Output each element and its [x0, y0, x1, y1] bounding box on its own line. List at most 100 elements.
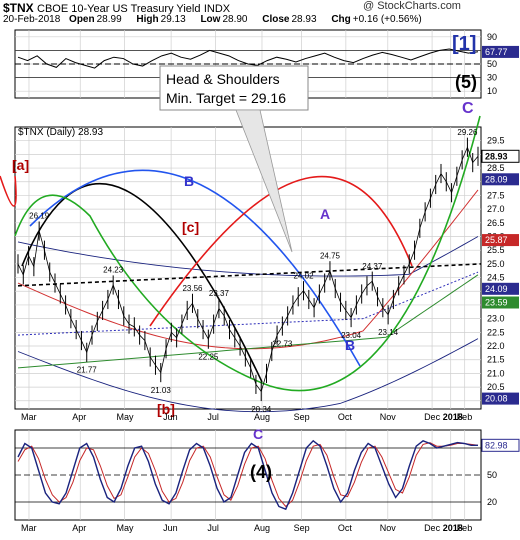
- callout-box: [159, 65, 309, 111]
- change-label: Chg: [331, 14, 351, 25]
- wave-label-4: (4): [250, 462, 272, 482]
- price-label: 22.73: [272, 339, 293, 348]
- axis-value-label: 20.08: [485, 394, 508, 404]
- callout-pointer: [235, 109, 293, 253]
- wave-label-5: (5): [455, 72, 477, 92]
- x-tick-label: Sep: [294, 412, 310, 422]
- callout-text: Min. Target = 29.16: [166, 90, 286, 106]
- price-y-tick: 25.0: [487, 259, 505, 269]
- exchange-code: INDX: [203, 3, 231, 15]
- x-tick-label: Mar: [21, 412, 37, 422]
- chart-date: 20-Feb-2018: [3, 14, 61, 25]
- indicator-value-box: [482, 45, 519, 58]
- head-shoulders-callout: Head & Shoulders Min. Target = 29.16: [159, 65, 309, 253]
- wave-label: C: [253, 426, 263, 442]
- price-y-tick: 26.5: [487, 218, 505, 228]
- x-tick-label: Feb: [457, 523, 473, 533]
- price-label: 26.19: [29, 212, 50, 221]
- axis-value-box: [482, 392, 519, 405]
- instrument-description: CBOE 10-Year US Treasury Yield: [37, 3, 201, 15]
- price-y-tick: 29.5: [487, 136, 505, 146]
- close-label: Close: [262, 14, 290, 25]
- price-y-tick: 21.0: [487, 368, 505, 378]
- indicator-y-tick: 90: [487, 32, 497, 42]
- red-cycle-arc-left: [0, 175, 17, 207]
- ohlc-row: 20-Feb-2018 Open 28.99 High 29.13 Low 28.90…: [3, 14, 434, 25]
- low-value: 28.90: [222, 14, 248, 25]
- oscillator-y-tick: 50: [487, 470, 497, 480]
- axis-value-label: 24.09: [485, 284, 508, 294]
- price-y-tick: 24.5: [487, 273, 505, 283]
- x-tick-label: Apr: [72, 412, 86, 422]
- wave-label: A: [320, 206, 330, 222]
- indicator-last-value: 67.77: [485, 47, 508, 57]
- price-label: 24.23: [103, 266, 124, 275]
- x-tick-label: Dec: [424, 523, 441, 533]
- price-label: 21.77: [77, 366, 98, 375]
- indicator-line: [17, 48, 479, 69]
- price-label: 24.75: [320, 251, 341, 260]
- low-label: Low: [200, 14, 221, 25]
- x-tick-label: May: [117, 412, 135, 422]
- axis-value-label: 25.87: [485, 235, 508, 245]
- x-tick-label: Feb: [457, 412, 473, 422]
- axis-value-box: [481, 149, 520, 163]
- lower-band-line: [17, 338, 479, 413]
- x-tick-label: Dec: [424, 412, 441, 422]
- price-series-label: $TNX (Daily) 28.93: [18, 127, 103, 138]
- x-tick-label: Apr: [72, 523, 86, 533]
- oscillator-y-tick: 20: [487, 497, 497, 507]
- price-y-tick: 27.0: [487, 204, 505, 214]
- x-tick-label: Jul: [207, 523, 219, 533]
- high-label: High: [136, 14, 159, 25]
- price-label: 22.25: [198, 353, 219, 362]
- green-cycle-arc: [14, 115, 481, 392]
- price-label: 24.02: [294, 271, 315, 280]
- x-tick-label: Sep: [294, 523, 310, 533]
- open-value: 28.99: [96, 14, 122, 25]
- watermark: @ StockCharts.com: [363, 0, 461, 12]
- wave-label: B: [345, 337, 355, 353]
- x-tick-label: Jun: [163, 412, 178, 422]
- axis-value-box: [482, 234, 519, 247]
- wave-label-1: [1]: [452, 33, 476, 55]
- price-label: 21.03: [151, 386, 172, 395]
- change-value: +0.16 (+0.56%): [352, 14, 422, 25]
- price-y-tick: 25.5: [487, 245, 505, 255]
- x-tick-label: Aug: [254, 412, 270, 422]
- oscillator-d-line: [17, 442, 479, 508]
- price-label: 20.34: [251, 405, 272, 414]
- price-line: [17, 146, 479, 393]
- axis-value-label: 28.93: [485, 151, 508, 161]
- price-label: 24.37: [362, 262, 383, 271]
- x-tick-label: Nov: [380, 523, 397, 533]
- chart-header: $TNX CBOE 10-Year US Treasury Yield INDX…: [0, 0, 520, 26]
- chart-title: $TNX CBOE 10-Year US Treasury Yield INDX…: [3, 0, 461, 15]
- price-label: 23.14: [378, 328, 399, 337]
- price-label: 23.56: [182, 284, 203, 293]
- price-label: 29.26: [457, 128, 478, 137]
- x-tick-label: 2018: [443, 412, 463, 422]
- indicator-y-tick: 10: [487, 86, 497, 96]
- price-label: 23.04: [341, 331, 362, 340]
- x-tick-label: Aug: [254, 523, 270, 533]
- open-label: Open: [69, 14, 95, 25]
- axis-value-label: 28.09: [485, 174, 508, 184]
- price-y-tick: 23.0: [487, 314, 505, 324]
- black-cycle-arc: [21, 183, 263, 383]
- x-tick-label: Oct: [338, 412, 353, 422]
- indicator-y-tick: 30: [487, 73, 497, 83]
- red-cycle-arc: [149, 175, 413, 327]
- x-tick-label: Mar: [21, 523, 37, 533]
- x-tick-label: Jul: [207, 412, 219, 422]
- x-tick-label: May: [117, 523, 135, 533]
- wave-label: [a]: [12, 157, 29, 173]
- price-y-tick: 22.0: [487, 341, 505, 351]
- price-y-tick: 28.5: [487, 163, 505, 173]
- axis-value-box: [482, 296, 519, 309]
- callout-text: Head & Shoulders: [166, 71, 280, 87]
- wave-label: [b]: [157, 401, 175, 417]
- sma200-line: [17, 274, 479, 369]
